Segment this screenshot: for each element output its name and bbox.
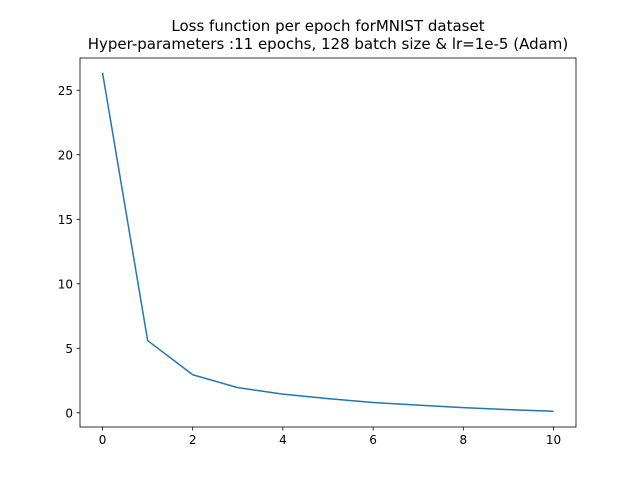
axes-frame <box>79 57 577 428</box>
x-tick-label: 10 <box>546 433 561 447</box>
y-tick-label: 15 <box>58 213 73 227</box>
x-tick-label: 6 <box>369 433 377 447</box>
x-tick-label: 2 <box>189 433 197 447</box>
plot-area: 0 2 4 6 8 10 0 5 10 15 20 25 <box>58 57 577 447</box>
y-tick-label: 0 <box>65 406 73 420</box>
y-tick-label: 20 <box>58 148 73 162</box>
x-tick-label: 0 <box>99 433 107 447</box>
y-tick-label: 10 <box>58 277 73 291</box>
x-tick-label: 8 <box>459 433 467 447</box>
chart-title-line2: Hyper-parameters :11 epochs, 128 batch s… <box>88 35 569 53</box>
chart-title-line1: Loss function per epoch forMNIST dataset <box>171 17 484 35</box>
y-tick-label: 25 <box>58 84 73 98</box>
series-line-0 <box>101 72 554 413</box>
x-tick-label: 4 <box>279 433 287 447</box>
y-tick-label: 5 <box>65 342 73 356</box>
